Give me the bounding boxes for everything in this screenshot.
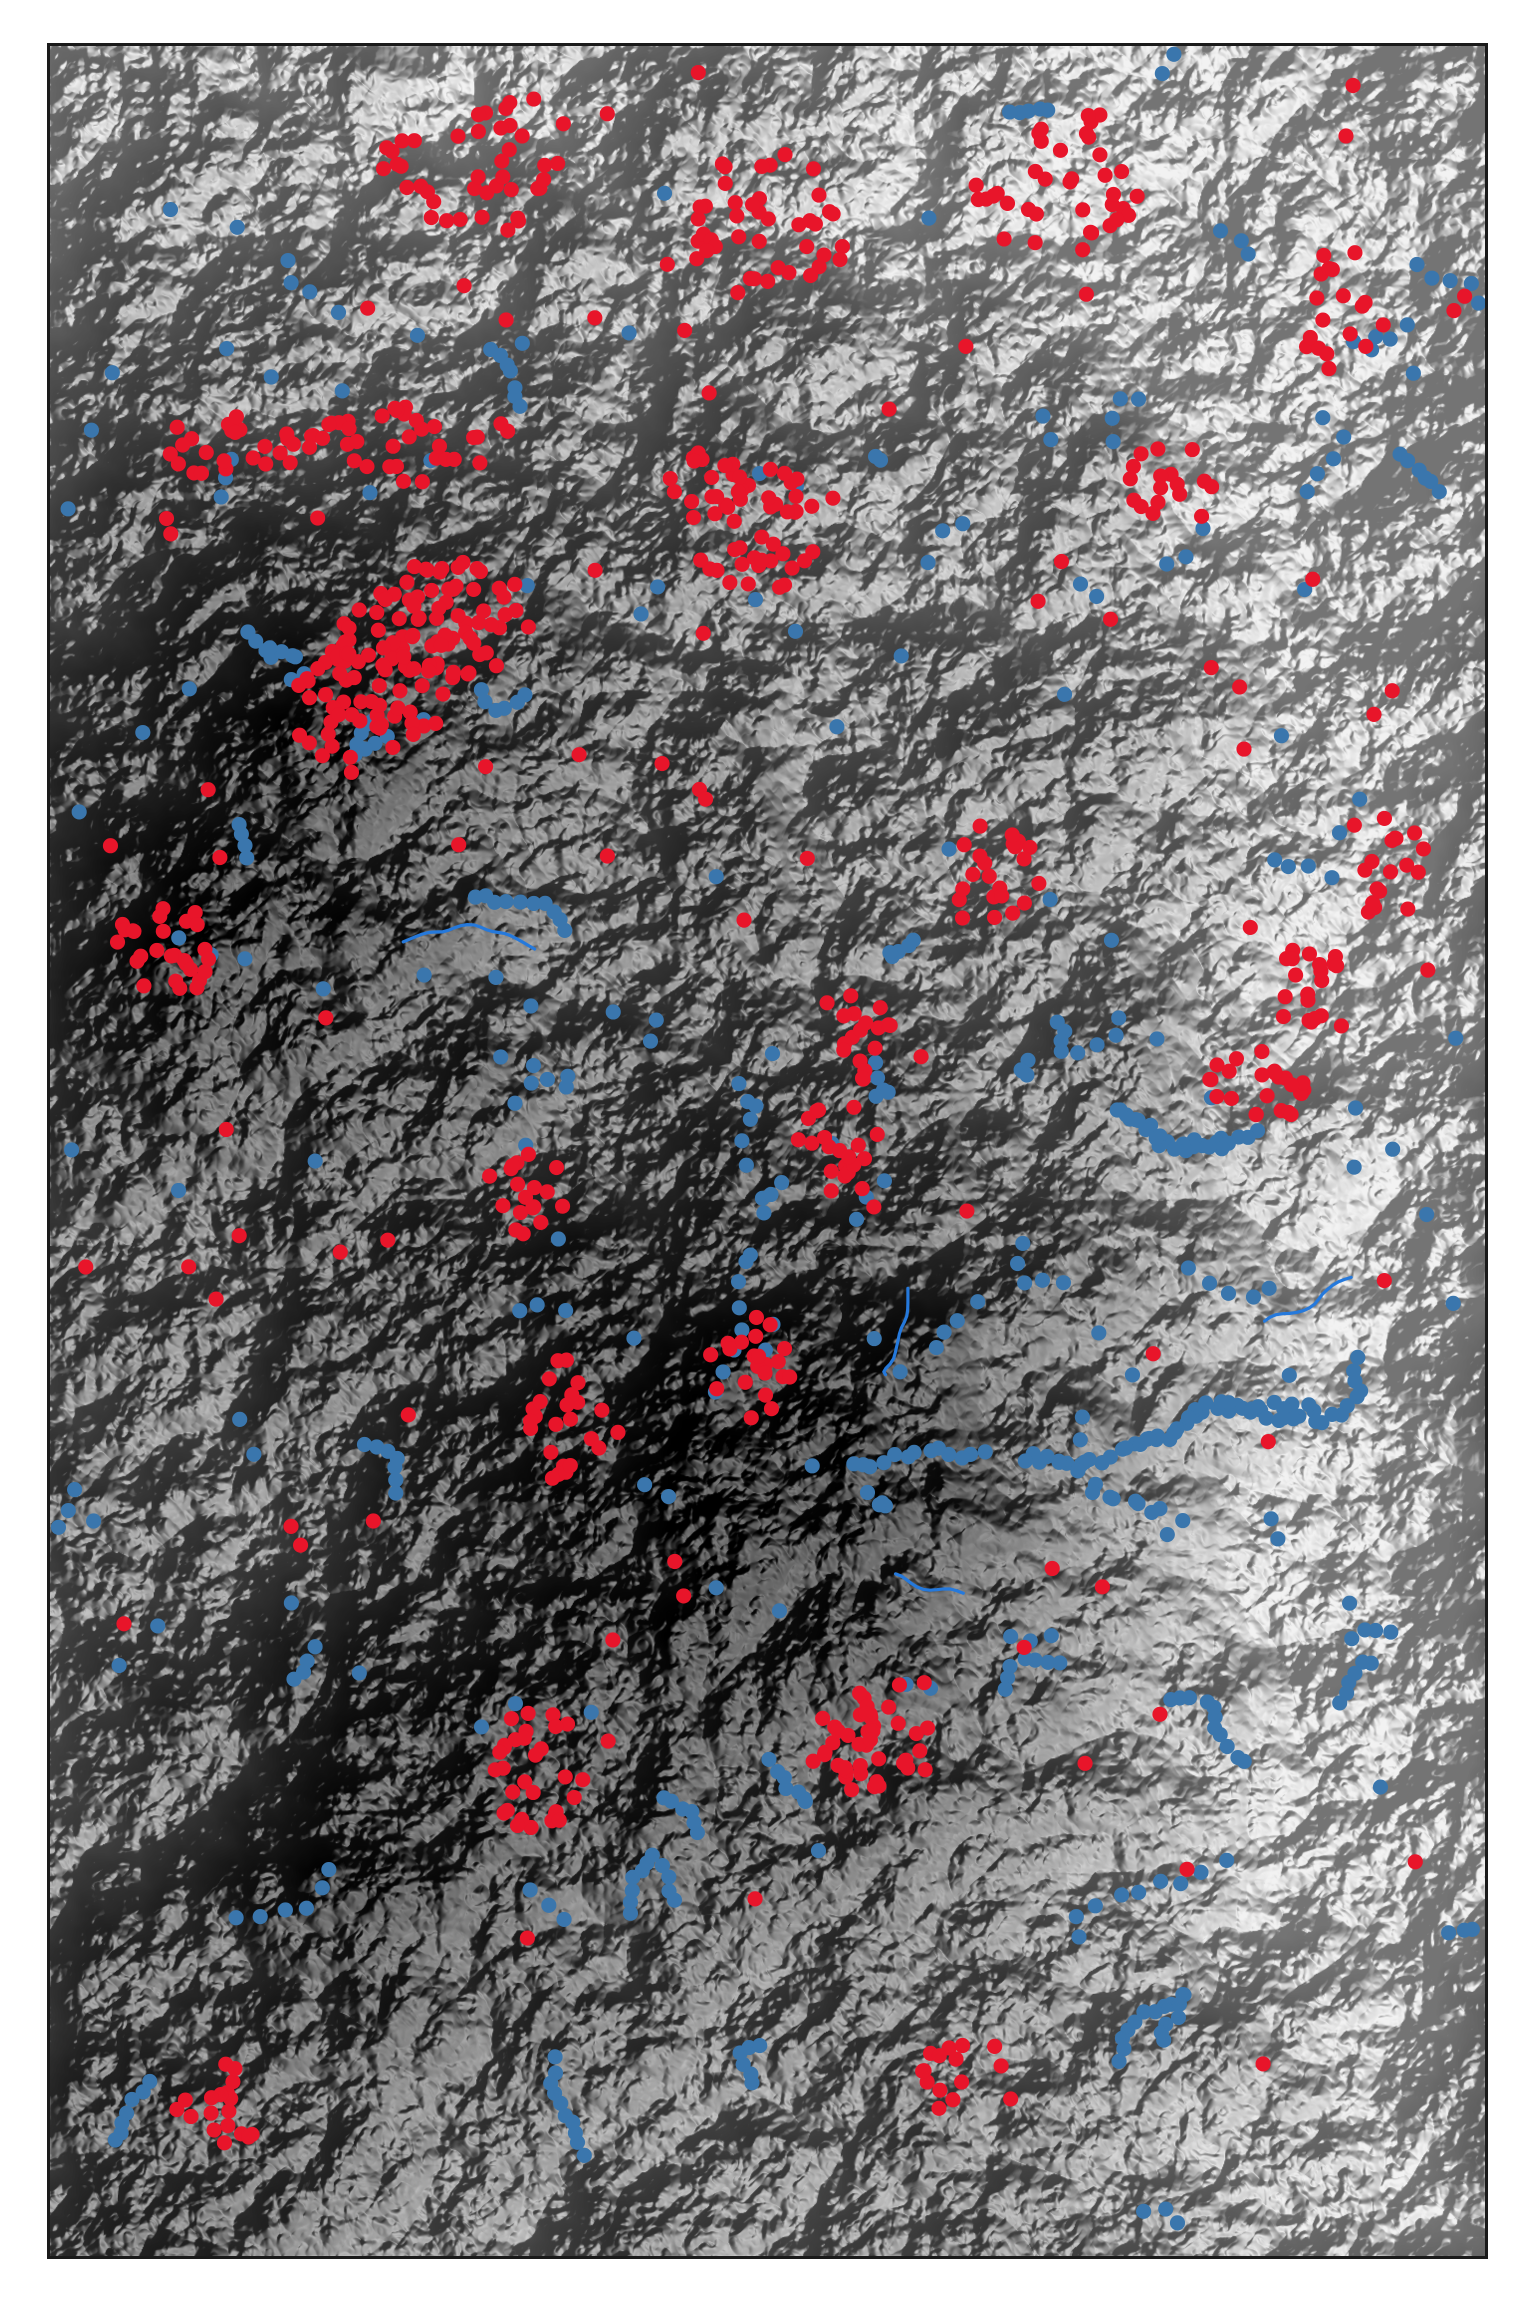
map-frame[interactable] xyxy=(47,43,1488,2259)
hillshade-terrain-layer xyxy=(50,46,1485,2256)
